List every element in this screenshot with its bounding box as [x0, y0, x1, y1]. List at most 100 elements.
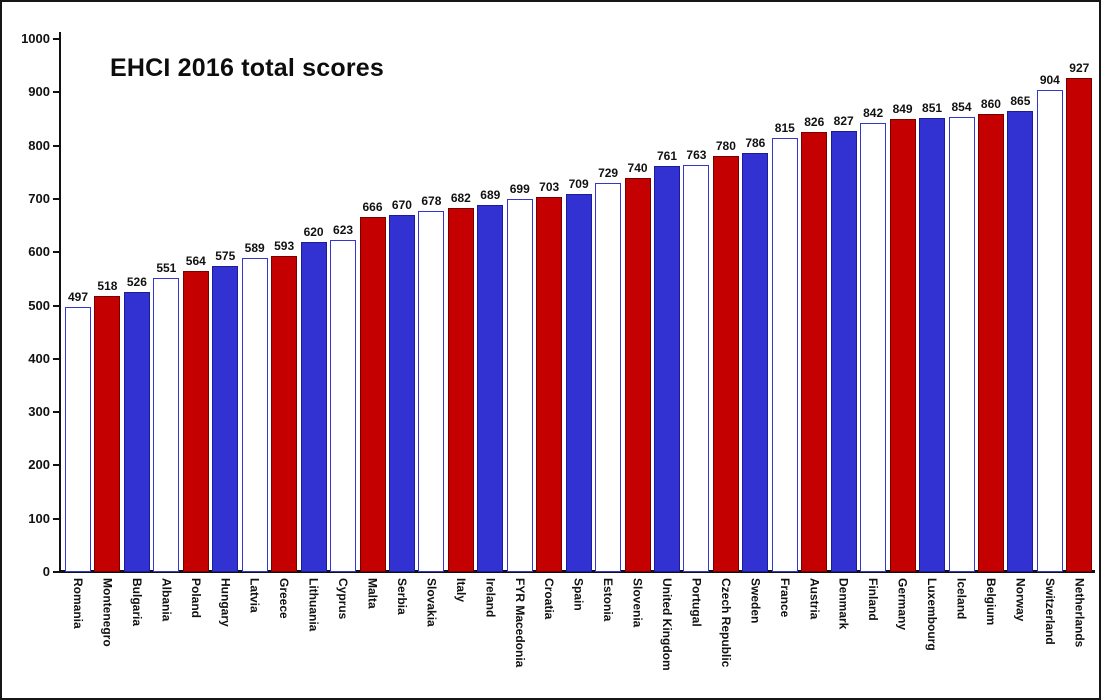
y-axis-tick-mark [53, 144, 59, 147]
x-axis-label: Sweden [748, 578, 763, 624]
bar-value-label: 815 [774, 120, 795, 135]
bar-value-label: 623 [333, 222, 354, 237]
bar-value-label: 620 [303, 224, 324, 239]
bar-value-label: 763 [686, 148, 707, 163]
bar-value-label: 786 [745, 136, 766, 151]
bar-switzerland [1036, 90, 1063, 572]
y-axis-tick-mark [53, 357, 59, 360]
x-axis-label: France [777, 578, 792, 618]
bar-value-label: 497 [67, 290, 89, 305]
chart-title: EHCI 2016 total scores [110, 54, 384, 82]
y-axis-tick-mark [53, 197, 59, 200]
bar-value-label: 904 [1039, 73, 1060, 88]
x-axis-label: Serbia [394, 578, 409, 615]
bar-value-label: 699 [509, 182, 530, 197]
bar-value-label: 689 [480, 187, 501, 202]
x-axis-label: Hungary [218, 578, 233, 627]
x-axis-label: Denmark [836, 578, 851, 630]
bar-value-label: 826 [804, 114, 825, 129]
bar-belgium [977, 113, 1004, 572]
bar-value-label: 526 [126, 274, 147, 289]
y-axis-tick-mark [53, 38, 59, 40]
x-axis-label: Slovenia [630, 578, 645, 628]
bar-lithuania [300, 241, 327, 572]
x-axis-label: Slovakia [424, 578, 439, 627]
x-axis-label: Romania [71, 578, 85, 629]
y-axis-tick-label: 100 [28, 510, 50, 526]
y-axis-tick-label: 0 [42, 564, 50, 579]
bar-finland [860, 123, 887, 572]
x-axis-label: Austria [807, 578, 822, 620]
y-axis-tick-label: 300 [28, 404, 50, 420]
y-axis-tick-label: 700 [28, 190, 50, 206]
x-axis-label: Albania [159, 578, 174, 622]
bar-value-label: 709 [568, 177, 589, 192]
bar-albania [153, 278, 180, 572]
bar-value-label: 670 [391, 197, 412, 212]
bar-czech-republic [712, 156, 739, 572]
bar-value-label: 729 [598, 166, 619, 181]
y-axis-tick-mark [53, 517, 59, 520]
x-axis-label: Croatia [542, 578, 557, 620]
bar-italy [447, 208, 474, 572]
bar-croatia [536, 197, 563, 572]
y-axis-tick-label: 200 [28, 457, 50, 473]
bar-value-label: 575 [215, 248, 236, 263]
x-axis-label: Malta [365, 578, 380, 609]
bar-greece [271, 255, 298, 572]
y-axis-tick-mark [53, 411, 59, 414]
y-axis-tick-label: 400 [28, 350, 50, 366]
y-axis-tick-mark [53, 251, 59, 254]
x-axis-label: Switzerland [1042, 578, 1057, 645]
bar-united-kingdom [654, 166, 680, 572]
x-axis-label: United Kingdom [660, 578, 674, 671]
bar-value-label: 682 [450, 191, 471, 206]
bar-value-label: 678 [421, 193, 442, 208]
bar-hungary [212, 265, 239, 572]
x-axis-label: Poland [188, 578, 203, 619]
bar-romania [65, 307, 91, 572]
x-axis-label: Netherlands [1072, 578, 1087, 648]
y-axis-tick-mark [53, 304, 59, 307]
bar-germany [889, 119, 916, 572]
y-axis-tick-mark [53, 571, 59, 573]
bar-sweden [742, 153, 769, 572]
bar-france [771, 137, 798, 572]
y-axis-tick-label: 800 [28, 137, 50, 153]
x-axis-label: Cyprus [336, 578, 351, 620]
bar-value-label: 780 [715, 139, 736, 154]
bar-value-label: 865 [1010, 93, 1031, 108]
bar-value-label: 740 [627, 160, 648, 175]
bar-value-label: 849 [892, 102, 913, 117]
x-axis-label: Italy [453, 578, 468, 603]
bar-slovenia [624, 177, 651, 572]
x-axis-label: Germany [895, 578, 910, 631]
bar-value-label: 703 [539, 180, 560, 195]
bar-value-label: 851 [922, 101, 943, 116]
bar-serbia [388, 214, 415, 572]
bar-estonia [595, 183, 622, 572]
bar-value-label: 589 [244, 241, 265, 256]
bar-value-label: 666 [362, 200, 383, 215]
bar-austria [801, 131, 828, 572]
bar-slovakia [418, 210, 445, 572]
x-axis-label: Bulgaria [129, 578, 144, 627]
y-axis-line [59, 32, 61, 572]
bar-fyr-macedonia [506, 199, 533, 572]
bar-portugal [683, 165, 710, 572]
y-axis-tick-label: 500 [28, 297, 50, 313]
bar-montenegro [94, 295, 121, 572]
bar-value-label: 854 [951, 99, 972, 114]
x-axis-label: Finland [866, 578, 881, 621]
y-axis-tick-label: 1000 [21, 31, 50, 46]
bar-iceland [948, 116, 975, 572]
bar-denmark [830, 131, 857, 572]
bar-value-label: 927 [1069, 60, 1090, 75]
x-axis-label: Belgium [983, 578, 998, 626]
y-axis-tick-label: 600 [28, 244, 50, 260]
bar-value-label: 761 [656, 149, 678, 164]
x-axis-label: Greece [277, 578, 292, 619]
y-axis-tick-mark [53, 91, 59, 94]
bar-value-label: 518 [97, 278, 118, 293]
bar-norway [1007, 110, 1034, 572]
